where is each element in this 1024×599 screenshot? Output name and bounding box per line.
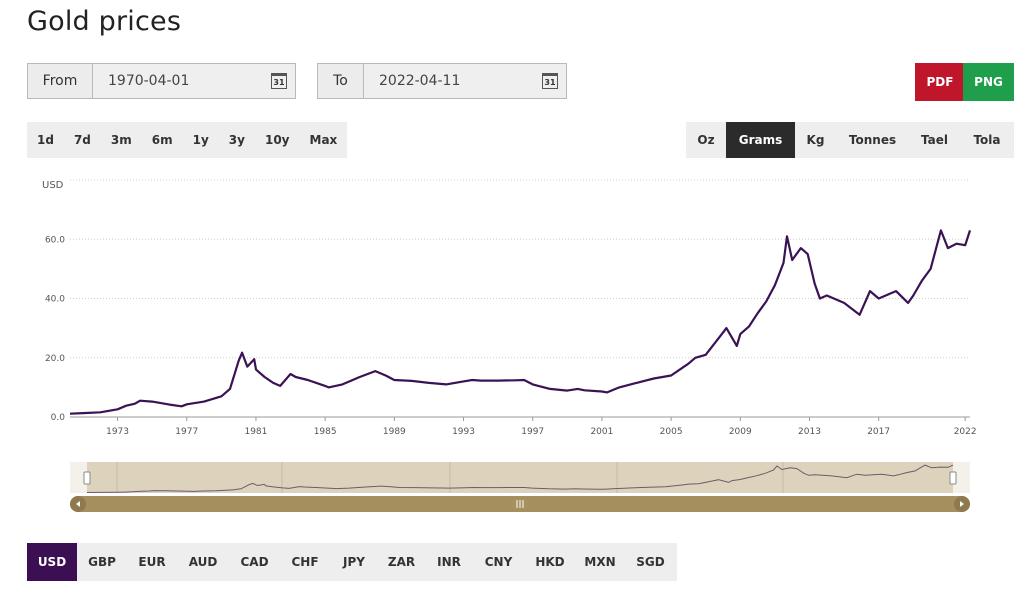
calendar-icon[interactable]: 31 (542, 73, 558, 89)
range-3m[interactable]: 3m (110, 133, 132, 147)
x-tick-label: 2022 (954, 427, 977, 437)
unit-tola[interactable]: Tola (973, 133, 1001, 147)
x-tick-label: 2017 (867, 427, 890, 437)
x-tick-label: 2001 (590, 427, 613, 437)
currency-mxn[interactable]: MXN (584, 555, 616, 569)
to-date-group: To 2022-04-11 31 (317, 63, 567, 99)
currency-hkd[interactable]: HKD (535, 555, 565, 569)
range-10y[interactable]: 10y (264, 133, 290, 147)
x-tick-label: 1993 (452, 427, 475, 437)
navigator-selection (87, 462, 953, 493)
time-range-selector: 1d 7d 3m 6m 1y 3y 10y Max (27, 122, 348, 158)
x-tick-label: 2005 (660, 427, 683, 437)
currency-aud[interactable]: AUD (188, 555, 218, 569)
navigator-handle (83, 471, 91, 485)
unit-oz[interactable]: Oz (697, 133, 715, 147)
range-1y[interactable]: 1y (192, 133, 209, 147)
x-tick-label: 1997 (521, 427, 544, 437)
x-tick-label: 1985 (314, 427, 337, 437)
unit-grams[interactable]: Grams (726, 122, 795, 158)
navigator-handle (949, 471, 957, 485)
range-3y[interactable]: 3y (228, 133, 245, 147)
page-title: Gold prices (27, 6, 182, 37)
currency-sgd[interactable]: SGD (636, 555, 665, 569)
y-tick-label: 0.0 (51, 413, 66, 423)
currency-zar[interactable]: ZAR (387, 555, 416, 569)
unit-selector: Oz Grams Kg Tonnes Tael Tola (686, 122, 1014, 158)
currency-selector: USD GBP EUR AUD CAD CHF JPY ZAR INR CNY HKD MXN SGD (27, 543, 677, 581)
currency-jpy[interactable]: JPY (343, 555, 365, 569)
pdf-export-button[interactable]: PDF (915, 63, 965, 101)
png-export-button[interactable]: PNG (963, 63, 1014, 101)
x-tick-label: 1989 (383, 427, 406, 437)
unit-kg[interactable]: Kg (806, 133, 825, 147)
y-tick-label: 20.0 (45, 354, 65, 364)
chart-navigator[interactable] (0, 455, 1024, 517)
calendar-icon[interactable]: 31 (271, 73, 287, 89)
x-tick-label: 1977 (175, 427, 198, 437)
range-6m[interactable]: 6m (151, 133, 173, 147)
range-max[interactable]: Max (309, 133, 338, 147)
currency-chf[interactable]: CHF (291, 555, 319, 569)
currency-cny[interactable]: CNY (484, 555, 513, 569)
from-date-input[interactable]: 1970-04-01 31 (93, 64, 295, 98)
to-date-input[interactable]: 2022-04-11 31 (364, 64, 566, 98)
arrow-left-icon (76, 501, 80, 507)
to-label: To (318, 64, 364, 98)
currency-gbp[interactable]: GBP (88, 555, 116, 569)
arrow-right-icon (960, 501, 964, 507)
currency-usd[interactable]: USD (27, 543, 77, 581)
x-tick-label: 2009 (729, 427, 752, 437)
navigator-series-line (86, 464, 954, 493)
x-tick-label: 1973 (106, 427, 129, 437)
price-chart: 0.0 20.0 40.0 60.0 USD 1973 1977 1981 1985 1989 19… (42, 179, 977, 437)
currency-eur[interactable]: EUR (138, 555, 166, 569)
unit-tael[interactable]: Tael (921, 133, 948, 147)
currency-cad[interactable]: CAD (240, 555, 269, 569)
range-7d[interactable]: 7d (73, 133, 91, 147)
to-date-value: 2022-04-11 (379, 73, 461, 89)
unit-tonnes[interactable]: Tonnes (848, 133, 897, 147)
range-1d[interactable]: 1d (37, 133, 54, 147)
y-axis-label: USD (42, 180, 64, 191)
x-tick-label: 2013 (798, 427, 821, 437)
price-series-line (69, 229, 972, 415)
from-label: From (28, 64, 93, 98)
y-tick-label: 40.0 (45, 295, 65, 305)
currency-inr[interactable]: INR (437, 555, 461, 569)
from-date-value: 1970-04-01 (108, 73, 190, 89)
x-tick-label: 1981 (244, 427, 267, 437)
y-tick-label: 60.0 (45, 235, 65, 245)
from-date-group: From 1970-04-01 31 (27, 63, 296, 99)
